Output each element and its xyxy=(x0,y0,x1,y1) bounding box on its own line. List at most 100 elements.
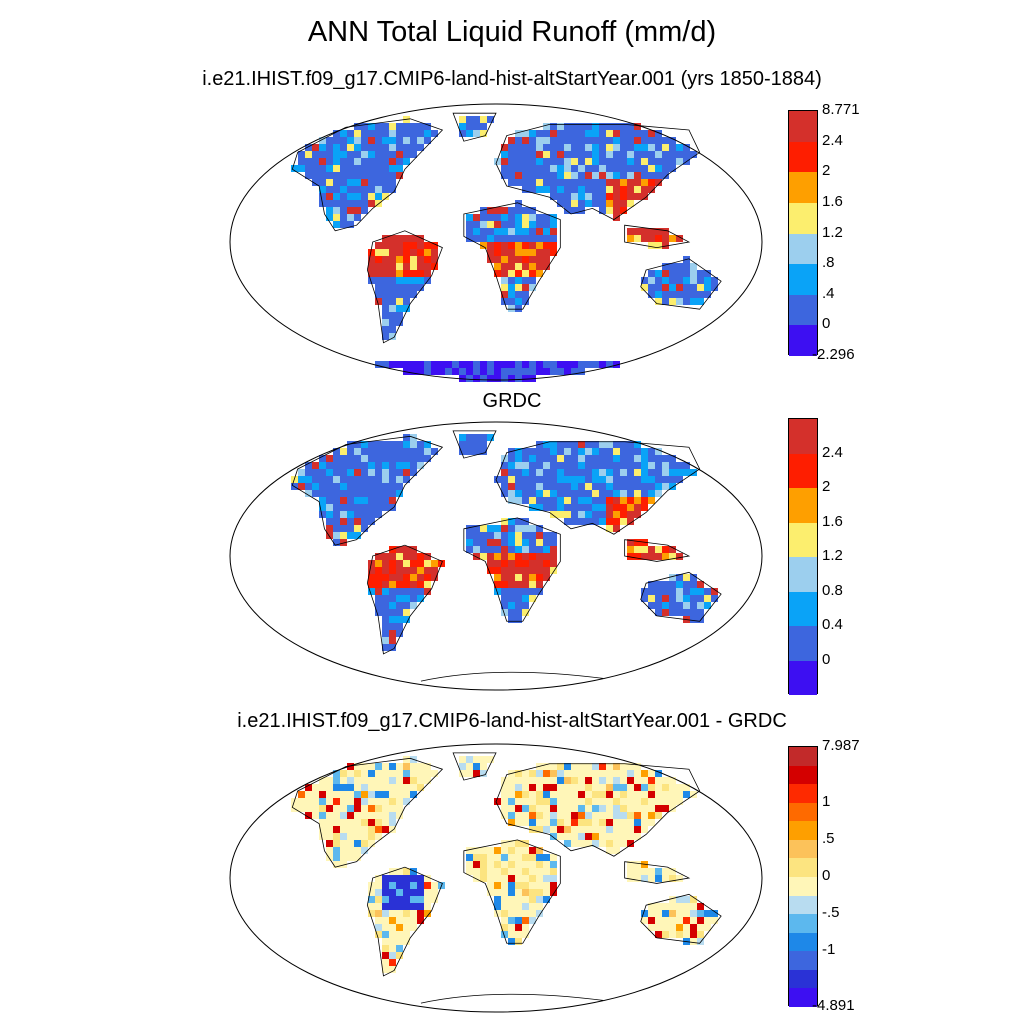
grid-cell xyxy=(368,462,375,469)
coastline-antarctica xyxy=(420,993,604,1004)
grid-cell xyxy=(389,630,396,637)
grid-cell xyxy=(403,137,410,144)
grid-cell xyxy=(354,193,361,200)
grid-cell xyxy=(522,567,529,574)
grid-cell xyxy=(494,361,501,368)
grid-cell xyxy=(508,539,515,546)
grid-cell xyxy=(529,242,536,249)
grid-cell xyxy=(347,532,354,539)
grid-cell xyxy=(655,784,662,791)
grid-cell xyxy=(340,476,347,483)
grid-cell xyxy=(585,805,592,812)
grid-cell xyxy=(585,826,592,833)
grid-cell xyxy=(494,375,501,382)
grid-cell xyxy=(690,924,697,931)
grid-cell xyxy=(382,263,389,270)
coastline-seasia xyxy=(624,861,691,884)
grid-cell xyxy=(375,448,382,455)
grid-cell xyxy=(326,158,333,165)
grid-cell xyxy=(683,602,690,609)
grid-cell xyxy=(305,151,312,158)
grid-cell xyxy=(389,333,396,340)
grid-cell xyxy=(501,595,508,602)
grid-cell xyxy=(669,165,676,172)
grid-cell xyxy=(697,284,704,291)
colorbar-tick-label: .8 xyxy=(822,254,835,272)
grid-cell xyxy=(655,581,662,588)
grid-cell xyxy=(578,207,585,214)
grid-cell xyxy=(522,270,529,277)
grid-cell xyxy=(403,595,410,602)
grid-cell xyxy=(480,448,487,455)
colorbar-segment xyxy=(789,839,817,859)
grid-cell xyxy=(410,151,417,158)
grid-cell xyxy=(536,847,543,854)
grid-cell xyxy=(669,277,676,284)
grid-cell xyxy=(354,123,361,130)
grid-cell xyxy=(312,798,319,805)
grid-cell xyxy=(459,756,466,763)
grid-cell xyxy=(326,455,333,462)
grid-cell xyxy=(697,277,704,284)
grid-cell xyxy=(319,483,326,490)
grid-cell xyxy=(459,123,466,130)
grid-cell xyxy=(382,609,389,616)
grid-cell xyxy=(522,469,529,476)
grid-cell xyxy=(669,462,676,469)
grid-cell xyxy=(585,833,592,840)
grid-cell xyxy=(368,504,375,511)
grid-cell xyxy=(361,441,368,448)
grid-cell xyxy=(347,172,354,179)
figure-title: ANN Total Liquid Runoff (mm/d) xyxy=(307,16,717,48)
grid-cell xyxy=(333,798,340,805)
grid-cell xyxy=(585,123,592,130)
grid-cell xyxy=(396,896,403,903)
grid-cell xyxy=(648,602,655,609)
grid-cell xyxy=(592,165,599,172)
grid-cell xyxy=(655,165,662,172)
grid-cell xyxy=(543,889,550,896)
grid-cell xyxy=(480,756,487,763)
grid-cell xyxy=(473,770,480,777)
grid-cell xyxy=(389,777,396,784)
grid-cell xyxy=(368,770,375,777)
coastline-samerica xyxy=(366,544,443,655)
grid-cell xyxy=(550,861,557,868)
grid-cell xyxy=(354,826,361,833)
grid-cell xyxy=(368,277,375,284)
colorbar-segment xyxy=(789,264,817,295)
grid-cell xyxy=(375,896,382,903)
grid-cell xyxy=(326,840,333,847)
grid-cell xyxy=(305,490,312,497)
grid-cell xyxy=(354,532,361,539)
grid-cell xyxy=(403,434,410,441)
grid-cell xyxy=(641,819,648,826)
grid-cell xyxy=(599,840,606,847)
grid-cell xyxy=(501,368,508,375)
grid-cell xyxy=(571,833,578,840)
grid-cell xyxy=(536,186,543,193)
grid-cell xyxy=(340,221,347,228)
grid-cell xyxy=(578,462,585,469)
grid-cell xyxy=(389,875,396,882)
grid-cell xyxy=(536,214,543,221)
grid-cell xyxy=(389,462,396,469)
grid-cell xyxy=(515,462,522,469)
grid-cell xyxy=(403,931,410,938)
grid-cell xyxy=(333,172,340,179)
grid-cell xyxy=(592,158,599,165)
grid-cell xyxy=(578,441,585,448)
grid-cell xyxy=(487,546,494,553)
grid-cell xyxy=(417,441,424,448)
grid-cell xyxy=(347,833,354,840)
grid-cell xyxy=(648,284,655,291)
grid-cell xyxy=(396,945,403,952)
grid-cell xyxy=(557,791,564,798)
grid-cell xyxy=(487,525,494,532)
grid-cell xyxy=(676,896,683,903)
grid-cell xyxy=(494,868,501,875)
grid-cell xyxy=(466,434,473,441)
grid-cell xyxy=(326,151,333,158)
grid-cell xyxy=(333,448,340,455)
grid-cell xyxy=(396,490,403,497)
